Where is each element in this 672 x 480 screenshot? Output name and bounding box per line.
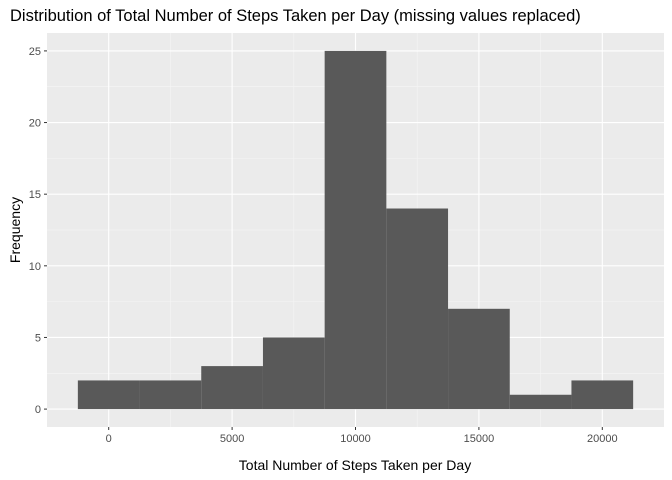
histogram-bar-6 xyxy=(386,208,449,410)
chart-title: Distribution of Total Number of Steps Ta… xyxy=(10,7,581,25)
y-axis-ticks: 0 5 10 15 20 25 xyxy=(29,46,47,416)
histogram-bar-7 xyxy=(448,308,510,410)
y-axis-title: Frequency xyxy=(7,197,23,263)
histogram-bars xyxy=(77,50,634,410)
y-tick-label: 20 xyxy=(29,118,41,130)
y-tick-label: 10 xyxy=(29,261,41,273)
histogram-bar-3 xyxy=(201,366,263,410)
histogram-bar-5 xyxy=(324,50,387,410)
y-tick-label: 15 xyxy=(29,189,41,201)
x-tick-label: 0 xyxy=(106,433,112,445)
histogram-bar-2 xyxy=(139,380,202,410)
x-tick-label: 10000 xyxy=(340,433,371,445)
y-tick-label: 25 xyxy=(29,46,41,58)
x-axis-ticks: 0 5000 10000 15000 20000 xyxy=(106,427,618,445)
histogram-bar-8 xyxy=(509,394,572,410)
x-tick-label: 5000 xyxy=(220,433,244,445)
x-tick-label: 15000 xyxy=(464,433,495,445)
x-axis-title: Total Number of Steps Taken per Day xyxy=(239,457,471,473)
histogram-bar-9 xyxy=(571,380,634,410)
y-tick-label: 5 xyxy=(35,332,41,344)
histogram-bar-1 xyxy=(77,380,140,410)
x-tick-label: 20000 xyxy=(587,433,618,445)
histogram-bar-4 xyxy=(262,337,325,410)
y-tick-label: 0 xyxy=(35,404,41,416)
